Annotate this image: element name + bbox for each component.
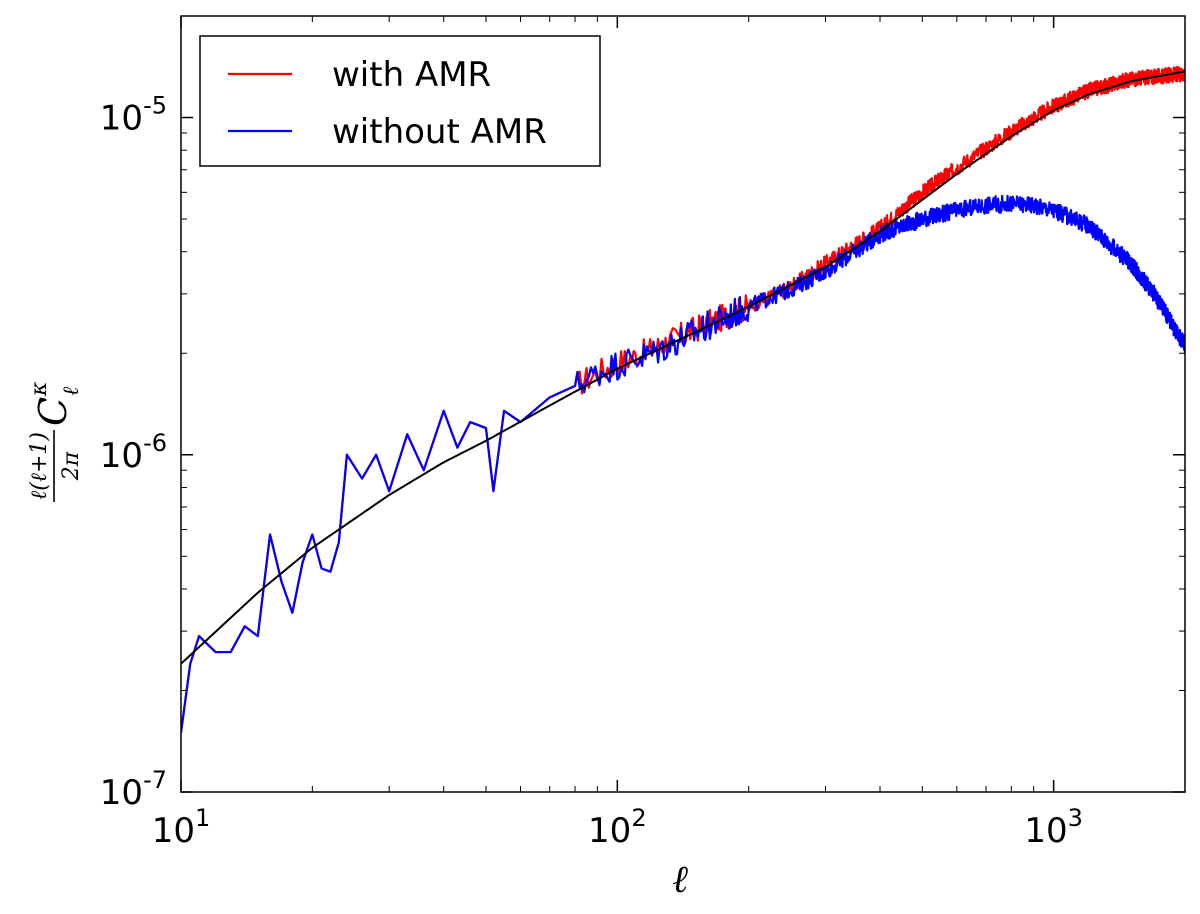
x-tick-exponent: 1 <box>195 804 210 832</box>
legend-box <box>199 35 601 167</box>
legend-label-without-amr: without AMR <box>332 112 547 152</box>
y-tick-base: 10 <box>100 773 143 813</box>
y-tick-exponent: -6 <box>143 429 167 457</box>
x-tick-base: 10 <box>152 811 195 851</box>
y-axis-label-superscript: κ <box>27 381 52 397</box>
y-axis-label-numerator: ℓ(ℓ+1) <box>27 432 52 500</box>
x-tick-label: 102 <box>588 804 647 851</box>
x-tick-label: 103 <box>1024 804 1083 851</box>
y-tick-exponent: -7 <box>143 766 167 794</box>
legend-label-with-amr: with AMR <box>332 55 491 95</box>
series-layer <box>181 66 1185 733</box>
x-tick-base: 10 <box>588 811 631 851</box>
y-tick-label: 10-7 <box>100 766 167 813</box>
plot-frame <box>180 15 1186 793</box>
x-tick-label: 101 <box>152 804 211 851</box>
y-tick-label: 10-6 <box>100 429 167 476</box>
x-tick-exponent: 2 <box>631 804 646 832</box>
y-tick-base: 10 <box>100 99 143 139</box>
model-curve-line <box>181 70 1185 665</box>
y-axis-label-subscript: ℓ <box>59 386 84 396</box>
y-axis-label-denominator: 2π <box>59 451 84 481</box>
y-tick-label: 10-5 <box>100 92 167 139</box>
x-tick-base: 10 <box>1024 811 1067 851</box>
y-axis-label: ℓ(ℓ+1) 2π Cℓκ <box>27 381 84 502</box>
y-axis-label-symbol: C <box>31 397 75 426</box>
series-line-without-amr <box>181 194 1185 733</box>
y-tick-exponent: -5 <box>143 92 167 120</box>
legend: with AMR without AMR <box>199 35 601 167</box>
x-axis-label: ℓ <box>672 857 688 901</box>
x-tick-exponent: 3 <box>1068 804 1083 832</box>
y-tick-base: 10 <box>100 436 143 476</box>
